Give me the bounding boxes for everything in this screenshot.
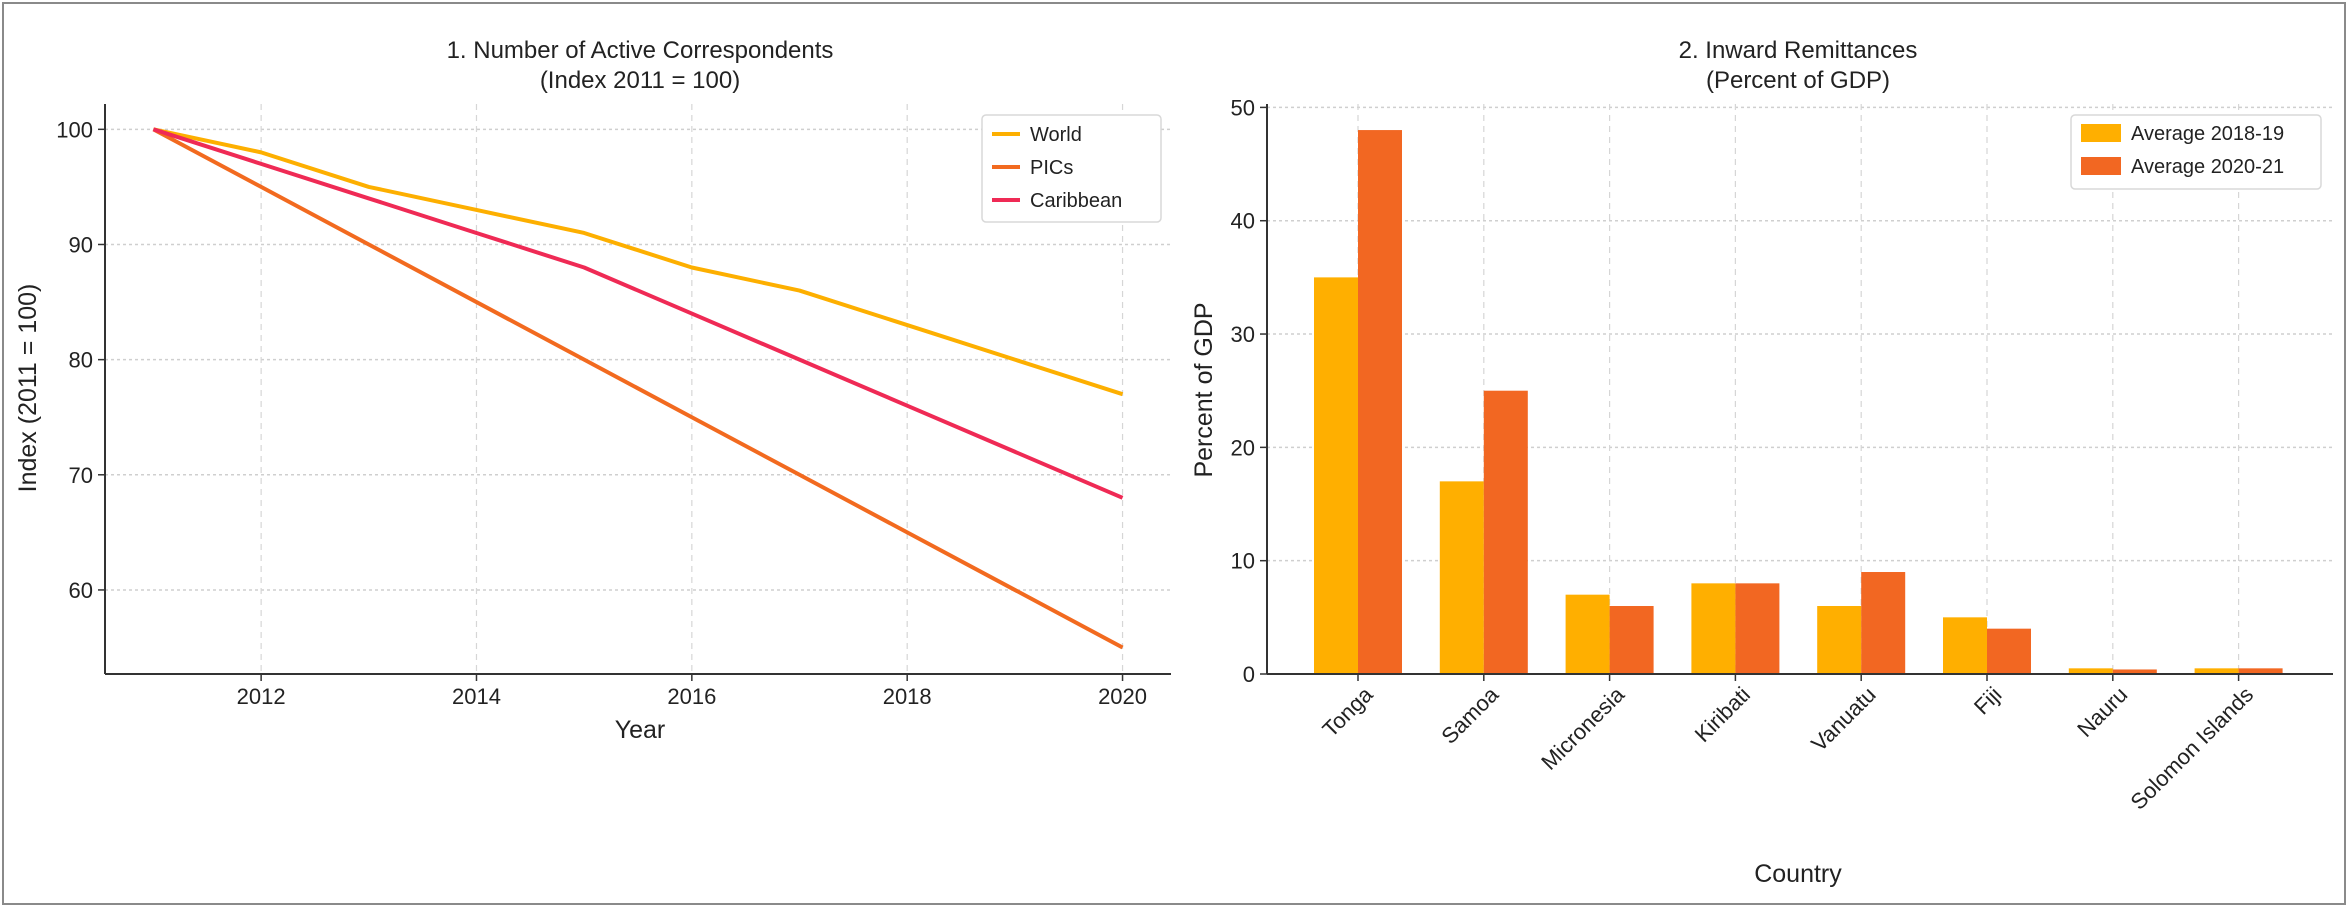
x-tick-label: Solomon Islands (2125, 682, 2258, 815)
series-line-world (153, 127, 1124, 397)
legend-label: Caribbean (1030, 190, 1122, 212)
bar-samoa-2 (1483, 390, 1528, 674)
bar-chart-inward-remittances: 2. Inward Remittances (Percent of GDP) C… (1190, 37, 2333, 888)
bar-fiji-2 (1987, 628, 2031, 674)
y-tick-label: 30 (1231, 322, 1255, 347)
bar-tonga-1 (1314, 277, 1358, 674)
y-tick-label: 10 (1231, 549, 1255, 574)
x-tick-label: 2020 (1098, 684, 1147, 709)
chart1-ylabel: Index (2011 = 100) (14, 284, 42, 493)
series-line-pics (152, 127, 1124, 650)
y-tick-label: 50 (1231, 95, 1255, 120)
bar-vanuatu-2 (1861, 572, 1906, 674)
y-tick-label: 90 (69, 232, 93, 257)
y-tick-label: 70 (69, 463, 93, 488)
bar-tonga-2 (1358, 130, 1402, 675)
bar-vanuatu-1 (1817, 606, 1862, 674)
y-tick-label: 80 (69, 348, 93, 373)
bar-micronesia-1 (1565, 594, 1610, 674)
chart1-subtitle: (Index 2011 = 100) (540, 67, 740, 94)
x-tick-label: Vanuatu (1806, 682, 1880, 756)
x-tick-label: Kiribati (1690, 682, 1755, 747)
series-line-caribbean (152, 127, 1124, 500)
x-tick-label: 2014 (452, 684, 501, 709)
bar-micronesia-2 (1609, 606, 1654, 674)
x-tick-label: Fiji (1969, 682, 2007, 720)
chart1-title: 1. Number of Active Correspondents (447, 37, 834, 64)
x-tick-label: Tonga (1317, 681, 1378, 742)
bar-solomon-islands-2 (2238, 668, 2283, 674)
x-tick-label: 2018 (883, 684, 932, 709)
y-tick-label: 0 (1243, 662, 1255, 687)
chart2-subtitle: (Percent of GDP) (1706, 67, 1890, 94)
bar-kiribati-1 (1691, 583, 1736, 674)
bar-samoa-1 (1439, 481, 1484, 674)
y-tick-label: 20 (1231, 435, 1255, 460)
x-tick-label: Micronesia (1536, 681, 1629, 774)
chart1-xlabel: Year (615, 716, 666, 744)
legend-label: World (1030, 124, 1082, 146)
legend-label: PICs (1030, 157, 1073, 179)
line-chart-active-correspondents: 1. Number of Active Correspondents (Inde… (14, 37, 1171, 744)
y-tick-label: 60 (69, 578, 93, 603)
x-tick-label: 2012 (237, 684, 286, 709)
chart2-title: 2. Inward Remittances (1679, 37, 1918, 64)
x-tick-label: 2016 (667, 684, 716, 709)
legend-label: Average 2020-21 (2131, 156, 2284, 178)
legend: Average 2018-19 Average 2020-21 (2070, 114, 2322, 190)
legend-label: Average 2018-19 (2131, 123, 2284, 145)
legend-box (981, 114, 1162, 223)
bar-fiji-1 (1943, 617, 1987, 674)
x-tick-label: Samoa (1436, 681, 1504, 749)
bar-kiribati-2 (1735, 583, 1780, 674)
bar-nauru-1 (2068, 668, 2113, 674)
bar-nauru-2 (2112, 669, 2157, 674)
bar-solomon-islands-1 (2194, 668, 2239, 674)
legend-swatch (2081, 157, 2121, 175)
legend: World PICs Caribbean (981, 114, 1162, 223)
y-tick-label: 100 (56, 117, 93, 142)
chart2-ylabel: Percent of GDP (1190, 302, 1218, 477)
y-tick-label: 40 (1231, 209, 1255, 234)
legend-box (2070, 114, 2322, 190)
legend-swatch (2081, 124, 2121, 142)
x-tick-label: Nauru (2072, 682, 2132, 742)
chart2-xlabel: Country (1754, 860, 1842, 888)
